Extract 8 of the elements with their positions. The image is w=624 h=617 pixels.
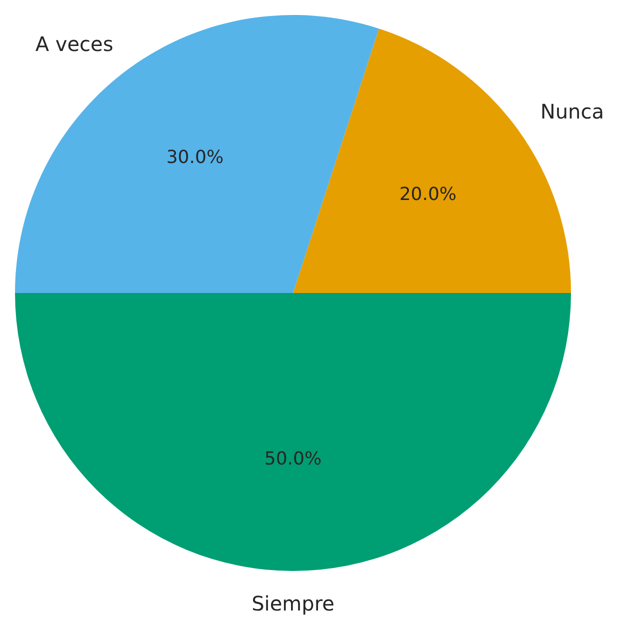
slice-label: A veces [35, 32, 114, 56]
pie-slice [15, 16, 379, 293]
slice-label: Siempre [252, 591, 334, 616]
pie-slice [15, 293, 571, 570]
data-label: 30.0% [166, 146, 224, 168]
slice-label: Nunca [540, 100, 604, 124]
data-label: 20.0% [399, 184, 457, 205]
data-label: 50.0% [264, 448, 322, 470]
